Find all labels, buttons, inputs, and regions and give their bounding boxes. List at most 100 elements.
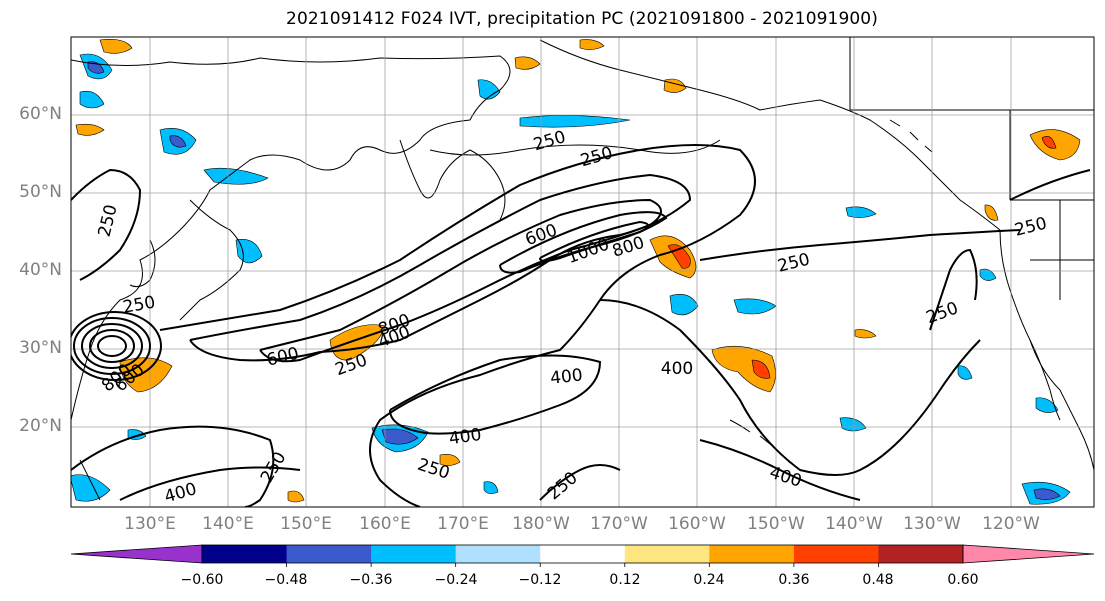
- lon-label-130e: 130°E: [124, 514, 176, 534]
- precip-patch: [1041, 136, 1057, 149]
- coastline-na-west: [999, 229, 1094, 471]
- precip-patch: [845, 206, 877, 218]
- contour-low-400b: [699, 439, 861, 501]
- contour-1000: [539, 220, 649, 262]
- precip-patch: [439, 454, 461, 466]
- colorbar-tick: −0.60: [180, 572, 224, 588]
- precip-patch: [381, 428, 419, 445]
- map-frame: [70, 36, 1095, 508]
- colorbar-tick: −0.24: [434, 572, 478, 588]
- precip-patch: [87, 61, 105, 74]
- colorbar-frame: [201, 544, 964, 564]
- coastline-japan: [179, 199, 244, 321]
- contour-250-main: [159, 144, 756, 507]
- precip-patch: [514, 56, 541, 70]
- lat-label-20n: 20°N: [19, 416, 62, 436]
- precip-patch: [751, 359, 771, 379]
- precip-patch: [483, 481, 499, 494]
- coastline-alaska: [539, 39, 1001, 231]
- precip-patch: [99, 39, 133, 54]
- colorbar-segment: [709, 545, 795, 563]
- precip-patch: [839, 417, 867, 432]
- precip-patch: [79, 90, 105, 109]
- precip-patch: [519, 115, 631, 128]
- chart-title: 2021091412 F024 IVT, precipitation PC (2…: [286, 9, 878, 29]
- precip-patch: [1035, 397, 1059, 413]
- colorbar-segment: [540, 545, 626, 563]
- lon-label-160w: 160°W: [668, 514, 726, 534]
- precip-patch: [71, 474, 111, 502]
- colorbar-extend-low: [70, 544, 203, 564]
- precip-patches: [71, 39, 1081, 505]
- coastline-asia: [71, 55, 511, 421]
- lon-label-120w: 120°W: [982, 514, 1040, 534]
- map-background: [71, 37, 1094, 507]
- contour-250-east: [699, 229, 1021, 261]
- cyclone-ring-2: [89, 329, 136, 363]
- colorbar-segment: [202, 545, 288, 563]
- contour-250-ne: [1009, 169, 1091, 201]
- lon-label-130w: 130°W: [903, 514, 961, 534]
- precip-patch: [854, 329, 877, 339]
- graticule: [71, 37, 1094, 507]
- precip-patch: [235, 239, 263, 264]
- islands-alaska-se: [889, 119, 933, 153]
- precip-patch: [169, 135, 187, 148]
- cyclone-ring-4: [73, 317, 152, 375]
- colorbar-tick: −0.36: [349, 572, 393, 588]
- colorbar-segment: [286, 545, 372, 563]
- precip-patch: [329, 324, 386, 361]
- contour-label: 400: [661, 359, 693, 379]
- colorbar-tick: −0.12: [518, 572, 562, 588]
- colorbar-segment: [793, 545, 879, 563]
- colorbar-tick: 0.36: [778, 572, 810, 588]
- colorbar: [70, 544, 1095, 567]
- cyclone-ring-5: [71, 311, 163, 381]
- contour-label: 400: [448, 425, 483, 449]
- colorbar-segment: [371, 545, 457, 563]
- lat-label-40n: 40°N: [19, 260, 62, 280]
- cyclone-ring-3: [81, 323, 144, 369]
- lon-label-150e: 150°E: [280, 514, 332, 534]
- colorbar-segment: [455, 545, 541, 563]
- contour-lower-400: [119, 466, 301, 501]
- contour-sw-250: [71, 168, 142, 281]
- state-borders: [1009, 110, 1094, 300]
- coastline-aleutians: [429, 139, 721, 156]
- colorbar-segment: [624, 545, 710, 563]
- colorbar-tick: 0.60: [947, 572, 979, 588]
- lat-label-50n: 50°N: [19, 182, 62, 202]
- precip-patch: [75, 123, 105, 136]
- colorbar-tick: 0.24: [693, 572, 725, 588]
- contour-250-south: [71, 425, 275, 507]
- contour-label: 400: [549, 365, 583, 388]
- coastline-baja: [1029, 339, 1061, 421]
- coastlines: [71, 37, 1094, 501]
- colorbar-tick: 0.48: [862, 572, 894, 588]
- border-canada-us: [849, 37, 1094, 201]
- colorbar-segment: [878, 545, 964, 563]
- lon-label-180w: 180°W: [512, 514, 570, 534]
- ivt-contours: [71, 144, 1091, 507]
- lon-label-150w: 150°W: [747, 514, 805, 534]
- contour-400-south: [389, 354, 602, 435]
- precip-patch: [1033, 488, 1061, 500]
- lon-label-170e: 170°E: [437, 514, 489, 534]
- colorbar-tick: −0.48: [264, 572, 308, 588]
- contour-400-east: [599, 299, 981, 476]
- precip-patch: [287, 490, 305, 503]
- contour-lower-250: [539, 464, 621, 501]
- coastline-kamchatka: [399, 139, 506, 221]
- lon-label-140w: 140°W: [825, 514, 883, 534]
- precip-patch: [579, 39, 605, 50]
- lat-label-30n: 30°N: [19, 338, 62, 358]
- precip-patch: [984, 204, 999, 221]
- precip-patch: [477, 79, 501, 100]
- colorbar-extend-high: [962, 544, 1095, 564]
- colorbar-tick: 0.12: [609, 572, 641, 588]
- contour-600: [259, 198, 662, 363]
- lon-label-170w: 170°W: [590, 514, 648, 534]
- precip-patch: [669, 294, 699, 316]
- precip-patch: [957, 365, 973, 380]
